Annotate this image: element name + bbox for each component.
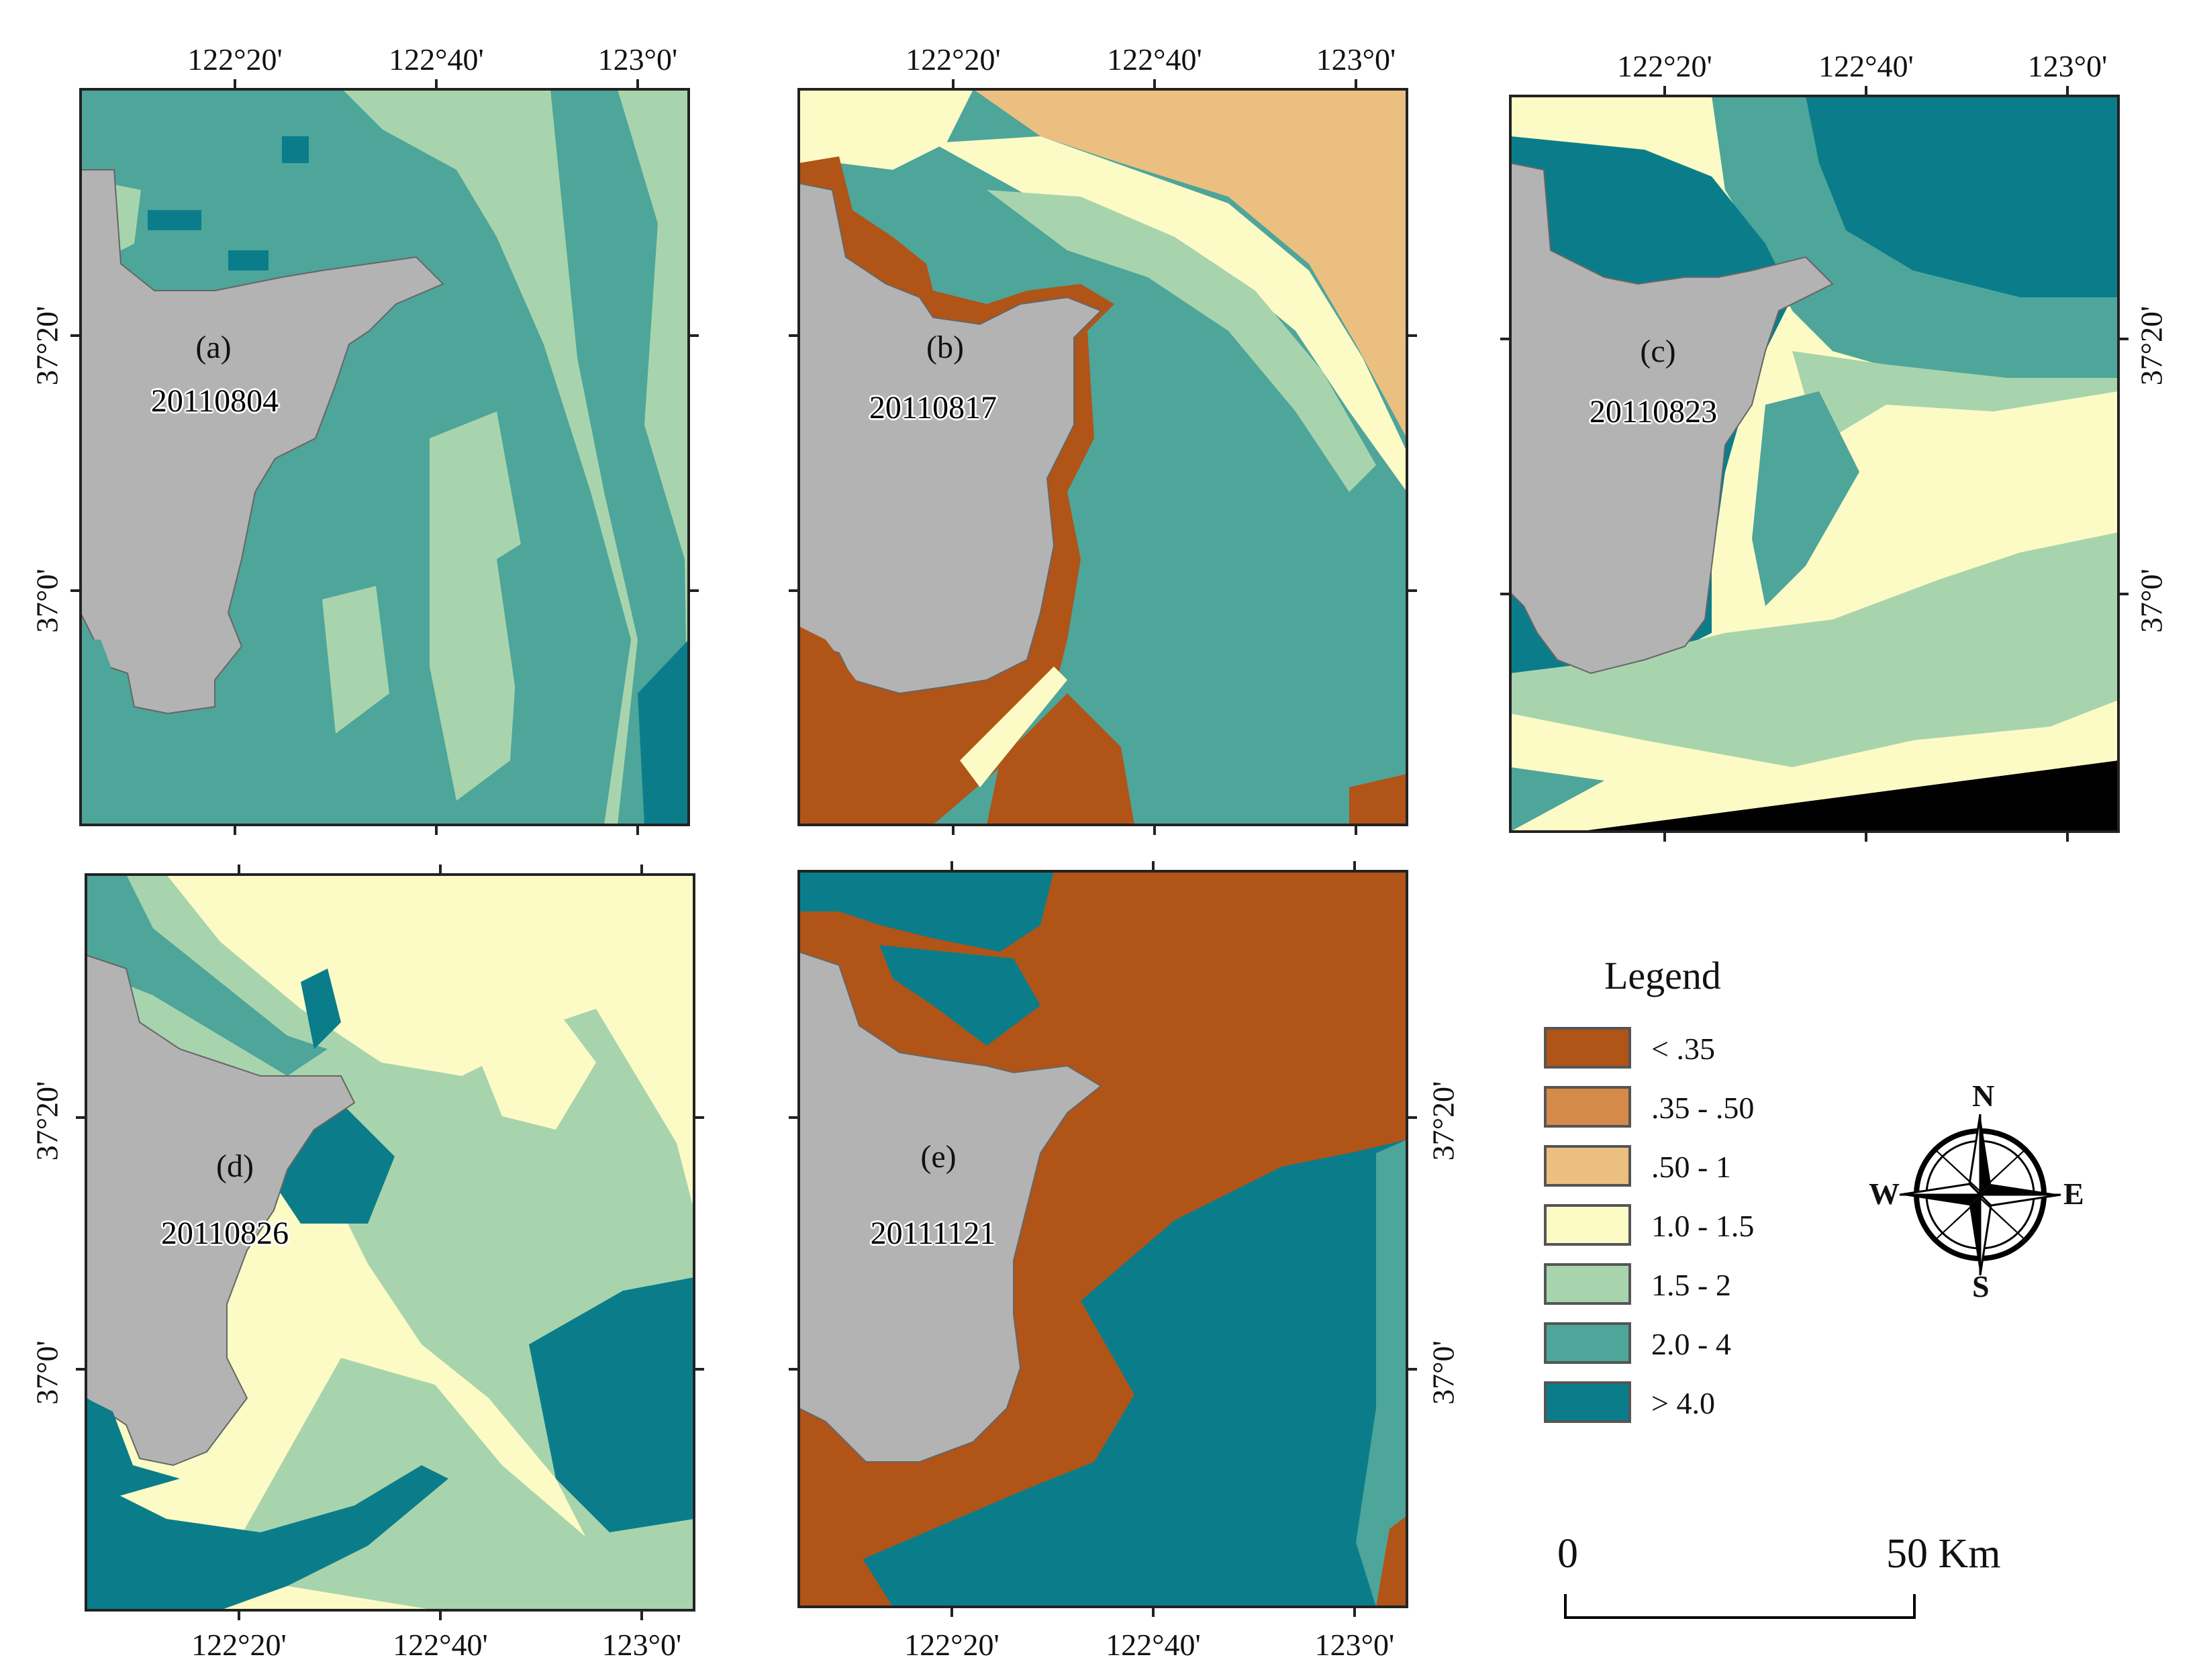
compass-rose-icon: N S E W	[1869, 1079, 2088, 1303]
legend-item: 1.5 - 2	[1544, 1263, 1920, 1307]
panel-b-date: 20110817	[869, 390, 997, 426]
legend-label: .35 - .50	[1651, 1091, 1755, 1125]
panel-c-top-tick: 123°0'	[2027, 49, 2108, 83]
map-c-raster	[1509, 95, 2120, 833]
compass-east-label: E	[2063, 1177, 2084, 1211]
compass-north-label: N	[1972, 1079, 1995, 1113]
panel-c-letter: (c)	[1640, 334, 1676, 369]
scale-bar-line	[1564, 1594, 1916, 1619]
panel-d-bottom-tick: 123°0'	[601, 1628, 682, 1662]
legend: Legend < .35 .35 - .50 .50 - 1 1.0 - 1.5…	[1544, 953, 1920, 1463]
panel-c-top-tick: 122°40'	[1818, 49, 1914, 83]
panel-a-letter: (a)	[195, 330, 232, 365]
legend-label: > 4.0	[1651, 1386, 1715, 1420]
legend-swatch	[1544, 1263, 1631, 1305]
panel-c-date: 20110823	[1589, 394, 1718, 430]
panel-a-top-tick: 123°0'	[597, 42, 678, 77]
legend-label: < .35	[1651, 1032, 1715, 1066]
scale-start-label: 0	[1557, 1531, 1578, 1577]
panel-b-top-tick: 123°0'	[1316, 42, 1396, 77]
panel-a-date: 20110804	[150, 383, 279, 419]
map-panel-b	[797, 88, 1408, 826]
panel-c-top-tick: 122°20'	[1617, 49, 1712, 83]
legend-label: .50 - 1	[1651, 1150, 1731, 1184]
scale-bar: 0 50 Km	[1544, 1530, 2027, 1638]
legend-item: < .35	[1544, 1027, 1920, 1071]
legend-swatch	[1544, 1381, 1631, 1423]
map-panel-d	[85, 873, 695, 1612]
scale-end-label: 50 Km	[1886, 1531, 2001, 1577]
map-a-raster	[79, 88, 690, 826]
legend-swatch	[1544, 1322, 1631, 1364]
panel-d-date: 20110826	[160, 1216, 289, 1251]
legend-item: .35 - .50	[1544, 1086, 1920, 1130]
compass-west-label: W	[1869, 1177, 1900, 1211]
panel-e-date: 20111121	[870, 1216, 996, 1251]
panel-d-bottom-tick: 122°20'	[191, 1628, 287, 1662]
panel-b-letter: (b)	[926, 330, 964, 365]
panel-b-top-tick: 122°40'	[1107, 42, 1202, 77]
panel-e-letter: (e)	[920, 1139, 957, 1175]
panel-a-top-tick: 122°20'	[187, 42, 283, 77]
legend-swatch	[1544, 1145, 1631, 1187]
legend-swatch	[1544, 1204, 1631, 1246]
compass-south-label: S	[1972, 1269, 1990, 1303]
legend-item: 2.0 - 4	[1544, 1322, 1920, 1367]
legend-swatch	[1544, 1086, 1631, 1128]
map-panel-a	[79, 88, 690, 826]
panel-e-bottom-tick: 123°0'	[1314, 1628, 1395, 1662]
legend-label: 2.0 - 4	[1651, 1327, 1731, 1361]
legend-label: 1.5 - 2	[1651, 1268, 1731, 1302]
panel-e-bottom-tick: 122°40'	[1106, 1628, 1201, 1662]
legend-item: > 4.0	[1544, 1381, 1920, 1426]
map-d-raster	[85, 873, 695, 1612]
panel-a-top-tick: 122°40'	[389, 42, 484, 77]
legend-title: Legend	[1604, 954, 1721, 997]
map-panel-e	[797, 870, 1408, 1608]
map-b-raster	[797, 88, 1408, 826]
map-e-raster	[797, 870, 1408, 1608]
compass-rose-graphic	[1899, 1114, 2061, 1276]
legend-item: .50 - 1	[1544, 1145, 1920, 1189]
legend-swatch	[1544, 1027, 1631, 1069]
legend-item: 1.0 - 1.5	[1544, 1204, 1920, 1248]
map-panel-c	[1509, 95, 2120, 833]
panel-b-top-tick: 122°20'	[906, 42, 1001, 77]
legend-label: 1.0 - 1.5	[1651, 1209, 1755, 1243]
panel-d-bottom-tick: 122°40'	[393, 1628, 488, 1662]
panel-e-bottom-tick: 122°20'	[904, 1628, 999, 1662]
panel-d-letter: (d)	[216, 1148, 254, 1184]
